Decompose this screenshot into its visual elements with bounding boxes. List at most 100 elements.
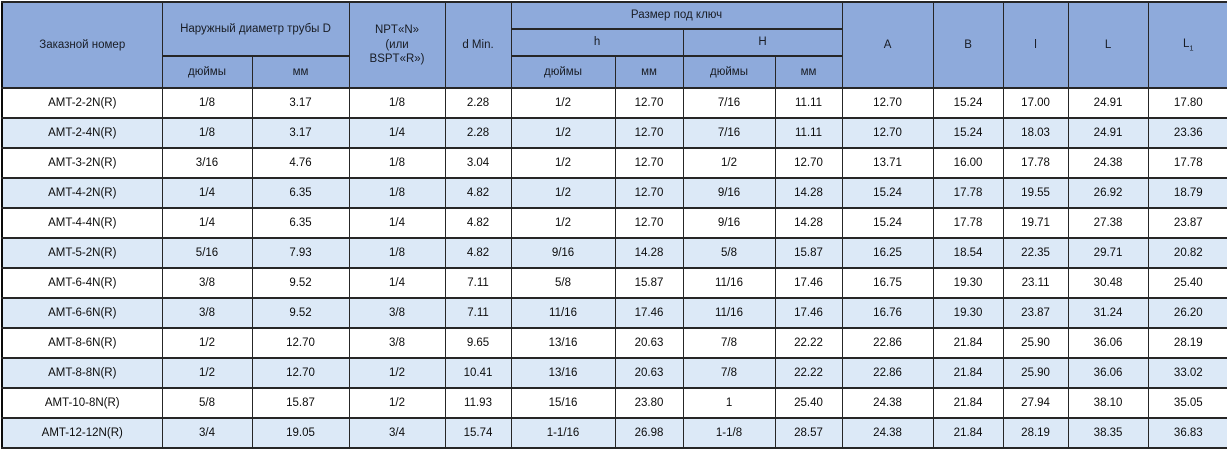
dimension-value-cell: 11/16 — [682, 267, 776, 299]
dimension-value-cell: 11.11 — [774, 87, 843, 119]
dimension-value-cell: 1 — [682, 387, 776, 419]
table-row: AMT-2-4N(R) 1/8 3.17 1/4 2.28 1/2 12.70 7/16 11.… — [1, 117, 1227, 149]
table-header: Заказной номер Наружный диаметр трубы D … — [1, 1, 1227, 89]
dimension-value-cell: 27.94 — [1002, 387, 1069, 419]
dimension-value-cell: 35.05 — [1147, 387, 1227, 419]
dimension-value-cell: 2.28 — [444, 87, 512, 119]
dimension-value-cell: 26.92 — [1067, 177, 1149, 209]
dimension-value-cell: 22.86 — [841, 327, 934, 359]
dimension-value-cell: 9/16 — [510, 237, 616, 269]
dimension-value-cell: 3/8 — [348, 327, 446, 359]
dimension-value-cell: 21.84 — [932, 417, 1004, 449]
dimension-value-cell: 1/8 — [348, 87, 446, 119]
dimension-value-cell: 25.40 — [1147, 267, 1227, 299]
col-header-d-mm: мм — [251, 55, 350, 89]
dimension-value-cell: 1/2 — [510, 177, 616, 209]
order-number-cell: AMT-2-2N(R) — [1, 87, 163, 119]
dimension-value-cell: 20.63 — [614, 357, 684, 389]
dimension-value-cell: 24.38 — [841, 387, 934, 419]
dimension-value-cell: 17.78 — [932, 177, 1004, 209]
table-row: AMT-2-2N(R) 1/8 3.17 1/8 2.28 1/2 12.70 7/16 11.… — [1, 87, 1227, 119]
dimension-value-cell: 20.63 — [614, 327, 684, 359]
dimension-value-cell: 6.35 — [251, 177, 350, 209]
dimension-value-cell: 24.38 — [841, 417, 934, 449]
dimension-value-cell: 1/8 — [161, 87, 253, 119]
dimension-value-cell: 12.70 — [614, 147, 684, 179]
dimension-value-cell: 38.10 — [1067, 387, 1149, 419]
dimension-value-cell: 26.98 — [614, 417, 684, 449]
col-header-a: A — [841, 1, 934, 89]
col-header-h-mm: мм — [614, 55, 684, 89]
dimension-value-cell: 1/2 — [510, 207, 616, 239]
dimension-value-cell: 22.35 — [1002, 237, 1069, 269]
dimension-value-cell: 3/8 — [161, 267, 253, 299]
col-header-l1: L1 — [1147, 1, 1227, 89]
dimension-value-cell: 22.22 — [774, 327, 843, 359]
col-subgroup-h-upper: H — [682, 28, 843, 57]
dimension-value-cell: 17.00 — [1002, 87, 1069, 119]
dimension-value-cell: 12.70 — [841, 87, 934, 119]
order-number-cell: AMT-4-2N(R) — [1, 177, 163, 209]
dimension-value-cell: 12.70 — [251, 327, 350, 359]
dimension-value-cell: 36.83 — [1147, 417, 1227, 449]
table-row: AMT-5-2N(R) 5/16 7.93 1/8 4.82 9/16 14.28 5/8 15… — [1, 237, 1227, 269]
dimension-value-cell: 1-1/16 — [510, 417, 616, 449]
dimension-value-cell: 1/8 — [348, 237, 446, 269]
col-header-hh-inches: дюймы — [682, 55, 776, 89]
dimension-value-cell: 1/2 — [510, 147, 616, 179]
dimension-value-cell: 28.57 — [774, 417, 843, 449]
dimension-value-cell: 38.35 — [1067, 417, 1149, 449]
dimension-value-cell: 36.06 — [1067, 357, 1149, 389]
dimension-value-cell: 11.93 — [444, 387, 512, 419]
dimension-value-cell: 25.90 — [1002, 327, 1069, 359]
order-number-cell: AMT-10-8N(R) — [1, 387, 163, 419]
dimension-value-cell: 18.54 — [932, 237, 1004, 269]
dimension-value-cell: 21.84 — [932, 327, 1004, 359]
dimension-value-cell: 9/16 — [682, 207, 776, 239]
order-number-cell: AMT-2-4N(R) — [1, 117, 163, 149]
dimension-value-cell: 16.75 — [841, 267, 934, 299]
dimension-value-cell: 1/8 — [348, 177, 446, 209]
dimension-value-cell: 1/2 — [161, 357, 253, 389]
dimension-value-cell: 12.70 — [614, 87, 684, 119]
col-header-hh-mm: мм — [774, 55, 843, 89]
table-body: AMT-2-2N(R) 1/8 3.17 1/8 2.28 1/2 12.70 7/16 11.… — [1, 87, 1227, 449]
table-row: AMT-10-8N(R) 5/8 15.87 1/2 11.93 15/16 23.80 1 2… — [1, 387, 1227, 419]
table-row: AMT-6-4N(R) 3/8 9.52 1/4 7.11 5/8 15.87 11/16 17… — [1, 267, 1227, 299]
dimension-value-cell: 9/16 — [682, 177, 776, 209]
dimension-value-cell: 15.74 — [444, 417, 512, 449]
dimension-value-cell: 22.86 — [841, 357, 934, 389]
dimension-value-cell: 1/2 — [161, 327, 253, 359]
table-row: AMT-4-2N(R) 1/4 6.35 1/8 4.82 1/2 12.70 9/16 14.… — [1, 177, 1227, 209]
order-number-cell: AMT-6-6N(R) — [1, 297, 163, 329]
l1-base: L — [1183, 38, 1190, 51]
dimension-value-cell: 12.70 — [841, 117, 934, 149]
dimension-value-cell: 7/16 — [682, 87, 776, 119]
dimension-value-cell: 21.84 — [932, 387, 1004, 419]
col-header-l-lower: l — [1002, 1, 1069, 89]
dimension-value-cell: 12.70 — [614, 117, 684, 149]
dimension-value-cell: 17.80 — [1147, 87, 1227, 119]
order-number-cell: AMT-3-2N(R) — [1, 147, 163, 179]
dimension-value-cell: 13/16 — [510, 327, 616, 359]
dimension-value-cell: 15.24 — [841, 177, 934, 209]
order-number-cell: AMT-12-12N(R) — [1, 417, 163, 449]
dimension-value-cell: 1/2 — [510, 117, 616, 149]
dimension-value-cell: 1/2 — [348, 387, 446, 419]
col-header-h-inches: дюймы — [510, 55, 616, 89]
fittings-dimension-table: Заказной номер Наружный диаметр трубы D … — [1, 1, 1227, 449]
dimension-value-cell: 24.38 — [1067, 147, 1149, 179]
dimension-value-cell: 33.02 — [1147, 357, 1227, 389]
dimension-value-cell: 7.93 — [251, 237, 350, 269]
dimension-value-cell: 11/16 — [510, 297, 616, 329]
dimension-value-cell: 12.70 — [774, 147, 843, 179]
dimension-value-cell: 19.55 — [1002, 177, 1069, 209]
dimension-value-cell: 1/4 — [161, 177, 253, 209]
col-header-npt: NPT«N» (или BSPT«R») — [348, 1, 446, 89]
dimension-value-cell: 12.70 — [614, 177, 684, 209]
dimension-value-cell: 3/16 — [161, 147, 253, 179]
order-number-cell: AMT-8-8N(R) — [1, 357, 163, 389]
dimension-value-cell: 5/16 — [161, 237, 253, 269]
dimension-value-cell: 4.82 — [444, 207, 512, 239]
